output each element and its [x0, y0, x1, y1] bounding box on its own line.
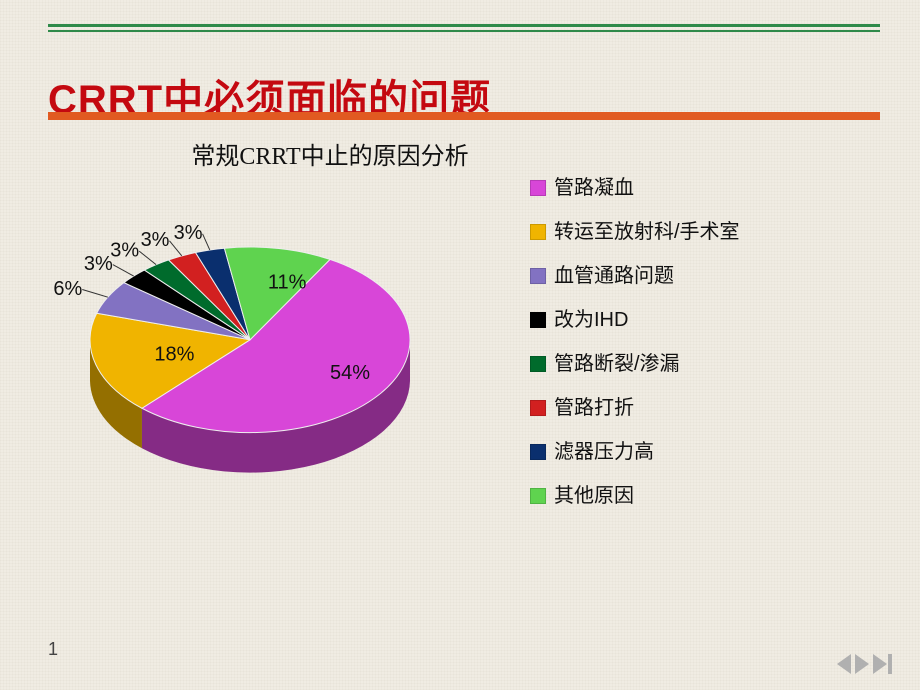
legend-swatch: [530, 312, 546, 328]
pie-leader: [113, 265, 134, 276]
pie-label: 6%: [53, 278, 82, 300]
nav-prev-icon[interactable]: [837, 654, 851, 674]
legend-swatch: [530, 488, 546, 504]
legend-label: 滤器压力高: [554, 430, 654, 474]
legend-label: 改为IHD: [554, 298, 628, 342]
pie-leader: [82, 290, 108, 298]
chart-title: 常规CRRT中止的原因分析: [150, 136, 510, 171]
nav-next-icon[interactable]: [855, 654, 869, 674]
pie-label: 3%: [174, 222, 203, 244]
legend: 管路凝血转运至放射科/手术室血管通路问题改为IHD管路断裂/渗漏管路打折滤器压力…: [530, 166, 740, 518]
legend-label: 管路断裂/渗漏: [554, 342, 680, 386]
nav-icons: [837, 654, 892, 674]
legend-item: 改为IHD: [530, 298, 740, 342]
pie-label: 11%: [268, 272, 307, 294]
legend-label: 管路凝血: [554, 166, 634, 210]
pie-label: 3%: [141, 229, 170, 251]
legend-item: 管路打折: [530, 386, 740, 430]
pie-label: 18%: [154, 344, 194, 366]
pie-label: 3%: [110, 240, 139, 262]
legend-item: 转运至放射科/手术室: [530, 210, 740, 254]
legend-item: 其他原因: [530, 474, 740, 518]
pie-leader: [203, 234, 210, 250]
legend-label: 其他原因: [554, 474, 634, 518]
legend-swatch: [530, 180, 546, 196]
legend-swatch: [530, 268, 546, 284]
legend-item: 血管通路问题: [530, 254, 740, 298]
legend-item: 管路断裂/渗漏: [530, 342, 740, 386]
legend-swatch: [530, 400, 546, 416]
pie-label: 3%: [84, 253, 113, 275]
legend-item: 滤器压力高: [530, 430, 740, 474]
legend-swatch: [530, 444, 546, 460]
page-number: 1: [48, 639, 58, 660]
legend-label: 管路打折: [554, 386, 634, 430]
legend-item: 管路凝血: [530, 166, 740, 210]
legend-label: 转运至放射科/手术室: [554, 210, 740, 254]
nav-last-icon[interactable]: [873, 654, 892, 674]
legend-swatch: [530, 224, 546, 240]
rule-top-2: [48, 30, 880, 32]
rule-orange: [48, 112, 880, 120]
rule-top-1: [48, 24, 880, 27]
pie-leader: [139, 251, 156, 265]
pie-label: 54%: [330, 362, 370, 384]
legend-swatch: [530, 356, 546, 372]
legend-label: 血管通路问题: [554, 254, 674, 298]
